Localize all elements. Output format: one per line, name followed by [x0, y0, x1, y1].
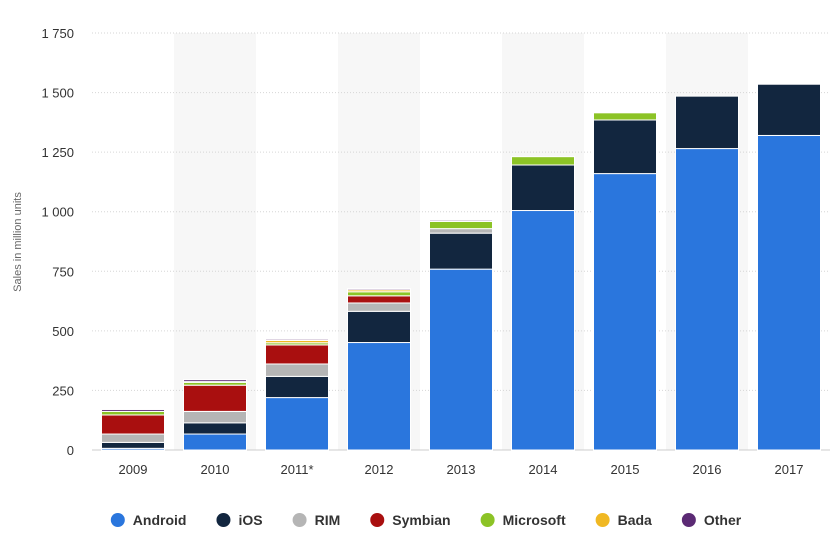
x-tick-label: 2011*	[280, 462, 313, 477]
bar-segment-android	[347, 342, 411, 451]
bar-segment-rim	[183, 410, 247, 424]
bar-segment-rim	[101, 433, 165, 443]
bar-segment-symbian	[101, 414, 165, 435]
bar-segment-microsoft	[101, 410, 165, 416]
bar-segment-android	[183, 433, 247, 451]
y-axis-title: Sales in million units	[12, 192, 24, 292]
bar-segment-ios	[347, 310, 411, 344]
bar-segment-rim	[265, 363, 329, 377]
bar-segment-rim	[347, 302, 411, 312]
bar-segment-other	[429, 219, 493, 222]
bar-segment-symbian	[183, 384, 247, 412]
legend-marker-rim	[292, 513, 307, 527]
bar-segment-other	[101, 408, 165, 412]
bar-segment-android	[675, 148, 739, 451]
legend-marker-android	[110, 513, 125, 527]
legend-marker-microsoft	[480, 513, 495, 527]
legend-marker-bada	[595, 513, 610, 527]
legend: Android iOS RIM Symbian Microsoft Bada Other	[110, 512, 742, 528]
bar-segment-microsoft	[429, 220, 493, 230]
bars	[101, 83, 821, 451]
x-tick-label: 2009	[119, 462, 148, 477]
bar-segment-other	[265, 338, 329, 341]
legend-marker-symbian	[370, 513, 385, 527]
bar-segment-ios	[429, 232, 493, 270]
x-tick-label: 2013	[447, 462, 476, 477]
y-tick-label: 250	[52, 383, 74, 398]
legend-label-android: Android	[133, 512, 187, 528]
bar-segment-other	[347, 288, 411, 291]
bar-segment-ios	[101, 441, 165, 449]
x-tick-label: 2017	[775, 462, 804, 477]
bar-segment-ios	[511, 164, 575, 212]
bar-segment-ios	[265, 375, 329, 399]
legend-label-microsoft: Microsoft	[503, 512, 566, 528]
x-tick-label: 2015	[611, 462, 640, 477]
bar-segment-ios	[757, 83, 821, 136]
bar-segment-android	[265, 397, 329, 451]
y-tick-label: 750	[52, 264, 74, 279]
bar-segment-android	[593, 173, 657, 451]
bar-segment-microsoft	[593, 112, 657, 121]
bar-segment-ios	[675, 95, 739, 150]
y-tick-label: 500	[52, 324, 74, 339]
bar-segment-symbian	[265, 344, 329, 365]
bar-segment-other	[183, 379, 247, 383]
y-axis-labels: 0 250 500 750 1 000 1 250 1 500 1 750	[41, 26, 74, 458]
y-tick-label: 1 250	[41, 145, 74, 160]
y-tick-label: 1 750	[41, 26, 74, 41]
bar-segment-rim	[429, 228, 493, 234]
y-tick-label: 1 000	[41, 205, 74, 220]
legend-marker-ios	[216, 513, 231, 527]
legend-marker-other	[681, 513, 696, 527]
bar-segment-microsoft	[511, 156, 575, 166]
x-tick-label: 2016	[693, 462, 722, 477]
bar-segment-symbian	[347, 295, 411, 304]
legend-label-bada: Bada	[618, 512, 652, 528]
x-tick-label: 2012	[365, 462, 394, 477]
x-axis-labels: 2009 2010 2011* 2012 2013 2014 2015 2016 2017	[119, 462, 804, 477]
legend-label-rim: RIM	[315, 512, 341, 528]
y-tick-label: 1 500	[41, 86, 74, 101]
bar-segment-ios	[593, 119, 657, 175]
x-tick-label: 2010	[201, 462, 230, 477]
bar-segment-microsoft	[347, 291, 411, 297]
x-tick-label: 2014	[529, 462, 558, 477]
legend-label-ios: iOS	[238, 512, 262, 528]
bar-segment-android	[511, 210, 575, 451]
bar-segment-android	[757, 134, 821, 451]
legend-label-other: Other	[704, 512, 742, 528]
y-tick-label: 0	[67, 443, 74, 458]
bar-segment-android	[429, 268, 493, 451]
bar-segment-ios	[183, 422, 247, 435]
legend-label-symbian: Symbian	[392, 512, 450, 528]
